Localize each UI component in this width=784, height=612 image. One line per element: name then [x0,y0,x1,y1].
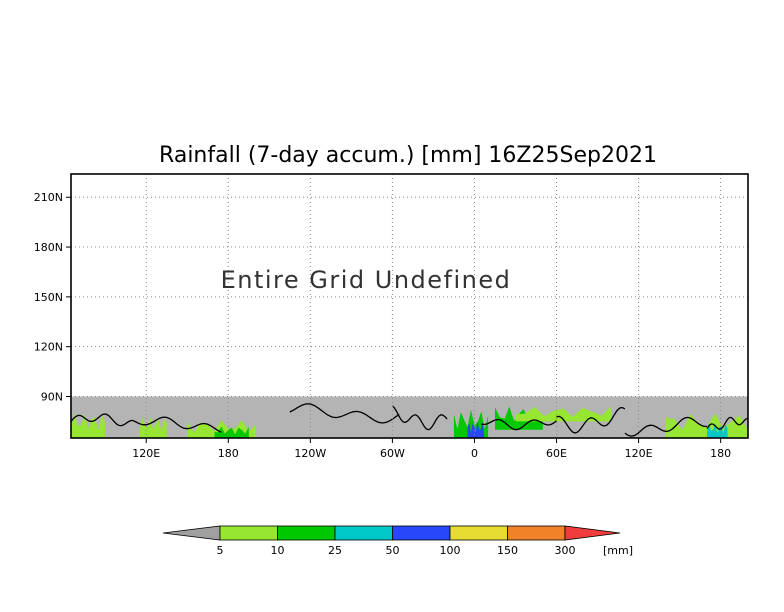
chart-title: Rainfall (7-day accum.) [mm] 16Z25Sep202… [159,143,657,168]
colorbar-level-label: 50 [386,544,400,557]
y-tick-label: 90N [41,390,63,403]
colorbar-level-label: 10 [271,544,285,557]
colorbar: 5 10 25 50 100 150 300 [162,525,621,557]
rainfall-region [467,421,484,438]
coastline [391,405,448,431]
undefined-data-band [71,396,748,438]
x-tick-label: 60E [546,447,567,460]
colorbar-box [334,525,393,541]
rainfall-field [71,406,748,438]
y-tick-label: 180N [34,241,63,254]
rainfall-region [139,416,167,438]
coastline [706,416,748,430]
x-tick-label: 180 [218,447,239,460]
colorbar-lower-arrow [162,525,221,541]
colorbar-box [392,525,451,541]
rainfall-region [71,413,106,438]
colorbar-box [507,525,566,541]
grid-lines [71,174,748,438]
colorbar-unit-label: [mm] [603,544,633,557]
coastline [132,416,222,433]
y-tick-label: 210N [34,191,63,204]
coastline [71,413,133,427]
coastline [481,418,557,431]
x-axis: 120E 180 120W 60W 0 60E 120E 180 [132,438,731,460]
plot-area [71,174,748,438]
x-tick-label: 120E [132,447,160,460]
y-tick-label: 120N [34,341,63,354]
rainfall-region [515,406,612,422]
coastline [556,406,626,434]
colorbar-box [277,525,336,541]
colorbar-level-label: 300 [555,544,576,557]
rainfall-region [707,423,728,438]
colorbar-level-label: 150 [497,544,518,557]
coastline [624,416,707,437]
x-tick-label: 0 [471,447,478,460]
x-tick-label: 120W [294,447,326,460]
undefined-grid-message: Entire Grid Undefined [221,266,512,294]
colorbar-level-label: 5 [217,544,224,557]
colorbar-box [449,525,508,541]
x-tick-label: 60W [380,447,405,460]
plot-frame [70,173,749,439]
y-tick-label: 150N [34,291,63,304]
colorbar-upper-arrow [564,525,621,541]
y-axis: 90N 120N 150N 180N 210N [34,191,71,403]
x-tick-label: 180 [710,447,731,460]
rainfall-region [214,426,249,438]
coastlines [71,403,748,437]
x-tick-label: 120E [625,447,653,460]
colorbar-box [219,525,278,541]
colorbar-level-label: 25 [328,544,342,557]
colorbar-level-label: 100 [440,544,461,557]
coastline [289,403,400,424]
